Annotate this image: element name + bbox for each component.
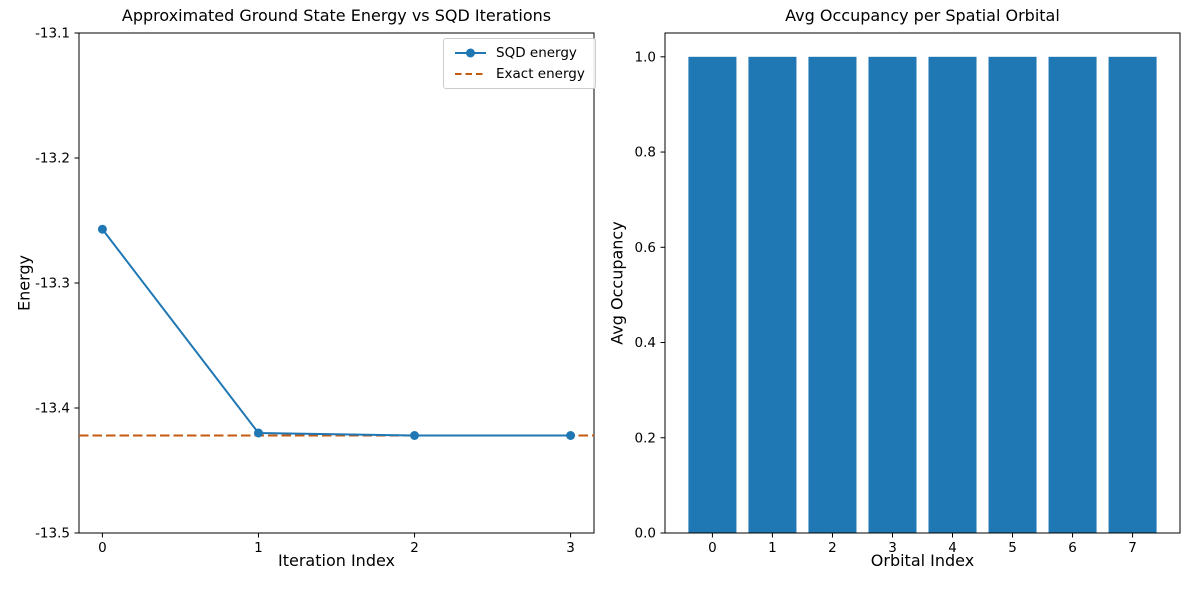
bar: [748, 56, 797, 534]
legend-label-exact: Exact energy: [496, 66, 585, 82]
occupancy-x-axis-label: Orbital Index: [870, 551, 975, 570]
bar: [868, 56, 917, 534]
y-tick-label: 0.2: [635, 430, 656, 446]
bar: [928, 56, 977, 534]
data-point: [566, 431, 576, 440]
occupancy-chart-title: Avg Occupancy per Spatial Orbital: [785, 6, 1060, 25]
y-tick-label: 0.4: [635, 335, 656, 351]
axes-box: [78, 32, 595, 534]
x-tick-label: 2: [410, 540, 419, 556]
bar: [688, 56, 737, 534]
y-tick-label: -13.1: [35, 26, 70, 42]
y-tick-label: -13.2: [35, 151, 70, 167]
y-tick-label: -13.3: [35, 276, 70, 292]
bar: [1048, 56, 1097, 534]
occupancy-y-axis-label: Avg Occupancy: [607, 221, 627, 345]
sqd-energy-line: [101, 228, 571, 437]
x-tick-label: 3: [888, 540, 897, 556]
y-tick-label: 0.6: [635, 240, 656, 256]
legend-label-sqd: SQD energy: [496, 45, 577, 61]
y-tick-label: -13.4: [35, 401, 70, 417]
sqd-energy-line-sample: [455, 48, 486, 58]
x-tick-label: 7: [1128, 540, 1137, 556]
y-tick-label: 0.8: [635, 145, 656, 161]
legend: SQD energy Exact energy: [443, 38, 596, 89]
legend-item-exact-energy: Exact energy: [454, 64, 585, 84]
x-tick-label: 6: [1068, 540, 1077, 556]
data-point: [97, 224, 107, 234]
x-tick-label: 2: [828, 540, 837, 556]
energy-x-axis-label: Iteration Index: [278, 551, 395, 570]
data-point: [410, 431, 420, 440]
energy-plot-area: -13.5 -13.4 -13.3 -13.2 -13.1 0 1 2 3: [35, 26, 595, 556]
x-tick-label: 3: [566, 540, 575, 556]
bar: [988, 56, 1037, 534]
x-tick-label: 1: [254, 540, 263, 556]
bar: [808, 56, 857, 534]
energy-y-axis-label: Energy: [14, 254, 34, 312]
occupancy-plot-area: 0.0 0.2 0.4 0.6 0.8 1.0 0 1 2 3 4 5 6 7: [635, 32, 1181, 556]
exact-energy-line-sample: [455, 73, 486, 75]
data-point: [253, 428, 263, 438]
x-tick-label: 0: [708, 540, 717, 556]
x-tick-label: 1: [768, 540, 777, 556]
bar: [1108, 56, 1157, 534]
x-tick-label: 0: [98, 540, 107, 556]
y-tick-label: 0.0: [635, 526, 656, 542]
x-tick-label: 4: [948, 540, 957, 556]
energy-chart-title: Approximated Ground State Energy vs SQD …: [121, 6, 552, 25]
y-tick-label: -13.5: [35, 526, 70, 542]
y-tick-label: 1.0: [635, 49, 656, 65]
legend-item-sqd-energy: SQD energy: [454, 43, 585, 63]
axes-box: [664, 32, 1181, 534]
sqd-sample-marker: [466, 48, 475, 58]
x-tick-label: 5: [1008, 540, 1017, 556]
